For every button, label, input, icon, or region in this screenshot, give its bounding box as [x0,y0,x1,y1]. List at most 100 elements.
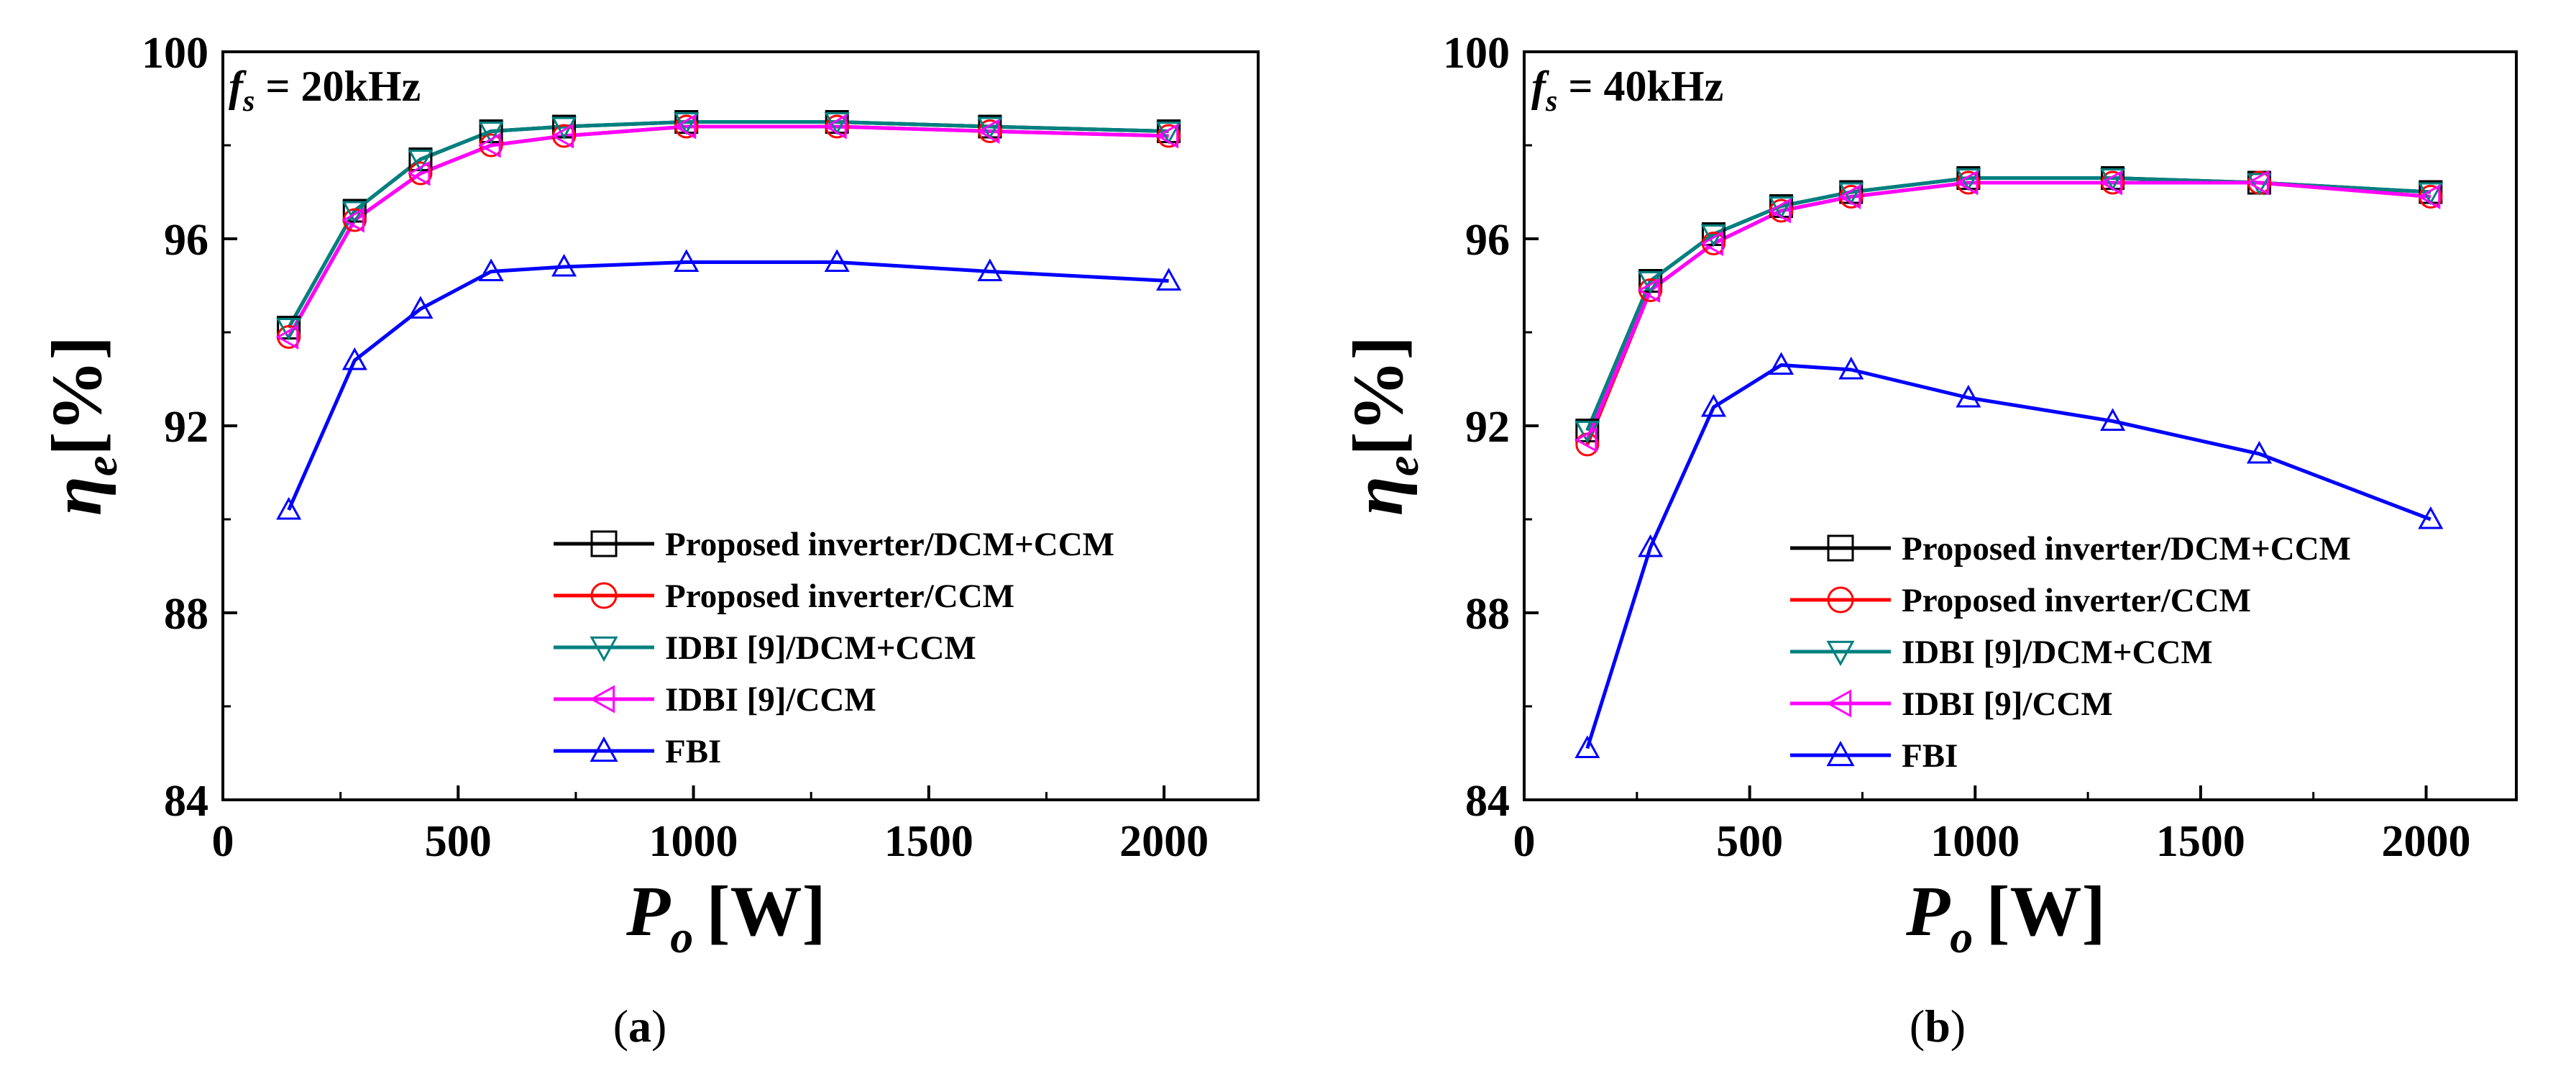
data-point-b-4 [2246,440,2273,464]
y-axis-label-b: ηe[%] [1338,336,1428,516]
x-tick-label-a: 1500 [884,817,973,866]
data-point-a-4 [1156,268,1182,291]
y-axis-symbol-a: η [37,476,116,516]
y-tick-label-a: 96 [164,216,208,265]
x-axis-subscript-a: o [670,911,693,962]
data-point-b-4 [2418,506,2444,529]
x-tick-label-b: 1500 [2156,817,2245,866]
data-point-b-4 [1638,534,1664,557]
data-point-a-3 [342,207,365,233]
y-axis-symbol-b: η [1338,476,1418,516]
panel-caption-a: (a) [613,1001,667,1052]
x-ticks-b: 0 500 1000 1500 2000 [1513,785,2471,866]
y-tick-label-b: 84 [1465,777,1510,826]
fs-annotation-b: fs = 40kHz [1531,63,1723,118]
data-point-b-3 [1700,230,1723,257]
legend-marker-a-0 [590,530,618,557]
legend-marker-a-1 [590,582,618,609]
data-point-a-3 [673,114,697,140]
x-tick-label-a: 1000 [649,817,738,866]
legend-label-b-4: FBI [1902,737,1958,775]
series-line-a-4 [287,260,1169,511]
data-point-b-4 [2100,408,2126,431]
legend-b: Proposed inverter/DCM+CCM Proposed invert… [1790,530,2351,775]
x-tick-label-a: 2000 [1119,817,1209,866]
fs-subscript-b: s [1545,85,1557,118]
data-point-a-4 [342,347,367,370]
x-tick-label-b: 1000 [1930,817,2020,866]
y-tick-label-a: 100 [142,29,208,78]
fs-annotation-a: fs = 20kHz [229,63,421,118]
data-point-b-4 [1956,384,1981,408]
x-axis-unit-a: [W] [706,871,826,951]
data-point-a-3 [1155,123,1179,149]
legend-a: Proposed inverter/DCM+CCM Proposed invert… [554,526,1114,770]
data-point-a-3 [275,324,299,350]
data-point-a-3 [551,123,574,149]
x-axis-unit-b: [W] [1986,871,2106,951]
legend-marker-a-4 [590,736,618,762]
x-axis-symbol-b: P [1905,871,1951,951]
x-tick-label-b: 500 [1716,817,1783,866]
data-point-a-3 [824,114,847,140]
data-point-b-4 [1575,735,1600,758]
legend-label-a-1: Proposed inverter/CCM [665,578,1014,615]
data-point-b-4 [1768,352,1795,375]
y-tick-label-b: 92 [1465,403,1510,452]
y-tick-label-a: 84 [164,777,208,826]
data-point-b-4 [1838,356,1864,380]
legend-label-a-4: FBI [665,733,721,770]
y-tick-label-b: 88 [1465,590,1510,639]
y-axis-subscript-b: e [1377,456,1428,476]
x-axis-label-a: Po [W] [625,871,826,962]
y-axis-unit-b: [%] [1338,336,1418,456]
data-point-b-3 [1768,198,1792,224]
x-axis-subscript-b: o [1950,911,1973,962]
x-axis-label-b: Po [W] [1905,871,2106,962]
data-point-b-3 [1637,277,1661,304]
legend-label-a-0: Proposed inverter/DCM+CCM [665,526,1114,563]
y-axis-subscript-a: e [75,456,127,476]
legend-marker-b-2 [1826,640,1855,667]
legend-label-b-0: Proposed inverter/DCM+CCM [1902,530,2351,568]
x-tick-label-a: 0 [212,817,234,866]
data-point-a-4 [276,496,302,520]
series-line-b-4 [1585,363,2431,749]
data-point-a-4 [478,258,504,281]
y-axis-unit-a: [%] [37,336,116,456]
data-point-b-3 [2246,170,2269,196]
legend-marker-b-0 [1827,534,1854,562]
data-point-a-3 [478,132,501,158]
legend-marker-b-1 [1827,586,1854,614]
panel-caption-letter-b: b [1925,1001,1951,1052]
data-point-a-4 [977,258,1003,281]
legend-marker-a-2 [590,636,618,662]
data-point-a-3 [407,160,431,186]
data-point-a-4 [674,249,700,272]
x-tick-label-b: 0 [1513,817,1536,866]
legend-marker-a-3 [589,685,615,714]
series-layer-a [275,110,1182,520]
y-ticks-b: 84 88 92 96 100 [1443,29,1539,826]
data-point-a-2 [478,122,504,145]
series-layer-b [1574,166,2444,758]
data-point-b-3 [1955,170,1979,196]
x-tick-label-b: 2000 [2382,817,2471,866]
x-ticks-a: 0 500 1000 1500 2000 [212,785,1209,866]
series-line-b-2 [1585,176,2431,432]
y-tick-label-a: 88 [164,590,208,639]
series-line-b-3 [1585,181,2431,441]
data-point-b-3 [1574,427,1598,453]
data-point-a-2 [408,150,434,173]
panel-caption-b: (b) [1910,1001,1966,1052]
y-axis-label-a: ηe[%] [37,336,127,516]
y-ticks-a: 84 88 92 96 100 [142,29,237,826]
fs-subscript-a: s [242,85,255,118]
series-line-b-0 [1585,176,2431,432]
legend-label-b-2: IDBI [9]/DCM+CCM [1902,634,2213,671]
data-point-b-4 [1700,393,1727,417]
fs-value-a: = 20kHz [255,63,421,110]
data-point-a-4 [551,253,577,277]
